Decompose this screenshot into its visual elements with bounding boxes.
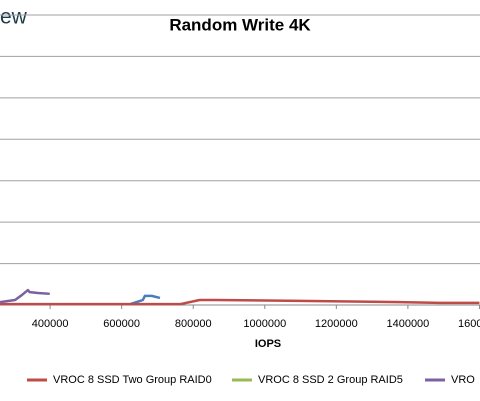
x-axis-label: IOPS — [255, 338, 281, 350]
series-line — [129, 294, 161, 306]
legend-label: VROC 8 SSD 2 Group RAID5 — [258, 374, 403, 386]
series-line — [0, 288, 50, 304]
x-tick-label: 1200000 — [315, 318, 358, 330]
x-tick-label: 800000 — [175, 318, 212, 330]
legend-label: VRO — [451, 374, 475, 386]
x-tick-label: 1400000 — [386, 318, 429, 330]
logo: ew — [0, 6, 28, 29]
x-tick-label: 400000 — [32, 318, 69, 330]
series-line — [0, 298, 480, 306]
x-tick-label: 600000 — [103, 318, 140, 330]
chart-title: Random Write 4K — [169, 15, 311, 34]
x-tick-label: 1600000 — [458, 318, 480, 330]
legend-label: VROC 8 SSD Two Group RAID0 — [53, 374, 212, 386]
x-tick-label: 1000000 — [243, 318, 286, 330]
